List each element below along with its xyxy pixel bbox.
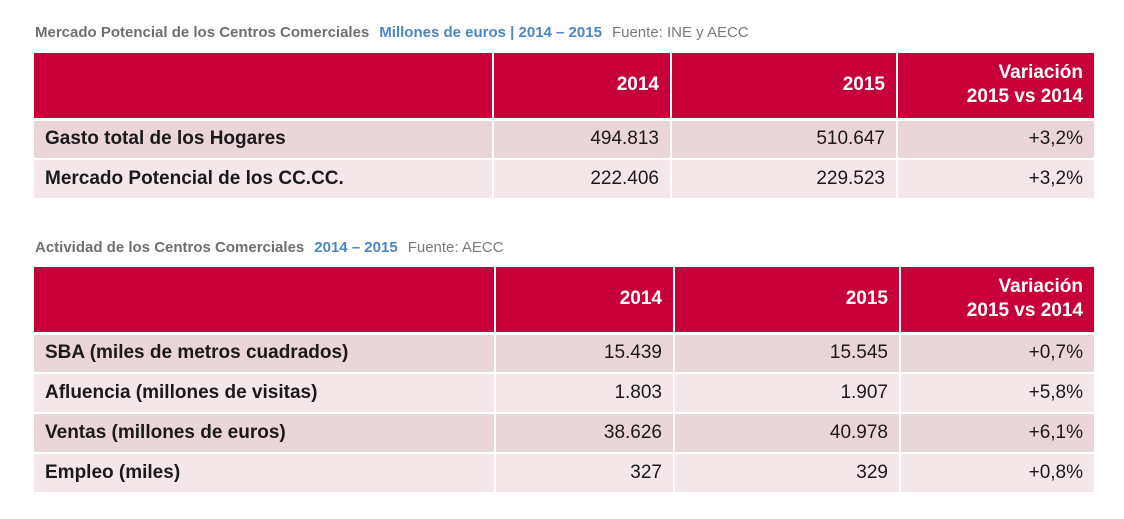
value-2014: 494.813 <box>492 119 671 160</box>
row-label: Ventas (millones de euros) <box>34 413 495 454</box>
table-row: SBA (miles de metros cuadrados) 15.439 1… <box>34 333 1094 374</box>
table-row: Empleo (miles) 327 329 +0,8% <box>34 453 1094 494</box>
header-variation-line1: Variación <box>998 62 1084 84</box>
table2-source: Fuente: AECC <box>407 239 504 256</box>
value-2014: 222.406 <box>492 159 671 200</box>
header-variation: Variación 2015 vs 2014 <box>896 53 1094 120</box>
header-blank <box>34 267 495 334</box>
table-row: Ventas (millones de euros) 38.626 40.978… <box>34 413 1094 454</box>
row-label: Mercado Potencial de los CC.CC. <box>34 159 493 200</box>
row-label: Gasto total de los Hogares <box>34 119 493 160</box>
header-2015: 2015 <box>670 53 897 120</box>
shopping-center-activity-table: 2014 2015 Variación 2015 vs 2014 SBA (mi… <box>34 267 1094 494</box>
row-label: Empleo (miles) <box>34 453 495 494</box>
value-variation: +3,2% <box>896 119 1094 160</box>
row-label: Afluencia (millones de visitas) <box>34 373 495 414</box>
value-variation: +0,7% <box>899 333 1094 374</box>
table-row: Mercado Potencial de los CC.CC. 222.406 … <box>34 159 1094 200</box>
header-variation-line1: Variación <box>998 276 1084 298</box>
value-2015: 229.523 <box>670 159 897 200</box>
value-2014: 38.626 <box>494 413 674 454</box>
value-2015: 1.907 <box>673 373 900 414</box>
table2-units: 2014 – 2015 <box>314 239 398 256</box>
table-row: Gasto total de los Hogares 494.813 510.6… <box>34 119 1094 160</box>
value-2015: 510.647 <box>670 119 897 160</box>
header-variation-line2: 2015 vs 2014 <box>966 86 1083 108</box>
value-variation: +5,8% <box>899 373 1094 414</box>
table1-title: Mercado Potencial de los Centros Comerci… <box>35 24 370 41</box>
value-2015: 40.978 <box>673 413 900 454</box>
value-2015: 15.545 <box>673 333 900 374</box>
header-2014: 2014 <box>492 53 671 120</box>
table2-title: Actividad de los Centros Comerciales <box>35 239 305 256</box>
table-header-row: 2014 2015 Variación 2015 vs 2014 <box>34 267 1094 334</box>
value-2014: 327 <box>494 453 674 494</box>
value-2014: 1.803 <box>494 373 674 414</box>
value-variation: +3,2% <box>896 159 1094 200</box>
row-label: SBA (miles de metros cuadrados) <box>34 333 495 374</box>
header-2014: 2014 <box>494 267 674 334</box>
table1-units: Millones de euros | 2014 – 2015 <box>379 24 602 41</box>
table1-caption: Mercado Potencial de los Centros Comerci… <box>35 24 749 41</box>
table-header-row: 2014 2015 Variación 2015 vs 2014 <box>34 53 1094 120</box>
market-potential-table: 2014 2015 Variación 2015 vs 2014 Gasto t… <box>34 53 1094 200</box>
table1-source: Fuente: INE y AECC <box>611 24 749 41</box>
value-variation: +0,8% <box>899 453 1094 494</box>
value-2015: 329 <box>673 453 900 494</box>
table-row: Afluencia (millones de visitas) 1.803 1.… <box>34 373 1094 414</box>
value-variation: +6,1% <box>899 413 1094 454</box>
value-2014: 15.439 <box>494 333 674 374</box>
header-variation-line2: 2015 vs 2014 <box>966 300 1083 322</box>
header-2015: 2015 <box>673 267 900 334</box>
header-blank <box>34 53 493 120</box>
table2-caption: Actividad de los Centros Comerciales 2014… <box>35 239 504 256</box>
header-variation: Variación 2015 vs 2014 <box>899 267 1094 334</box>
